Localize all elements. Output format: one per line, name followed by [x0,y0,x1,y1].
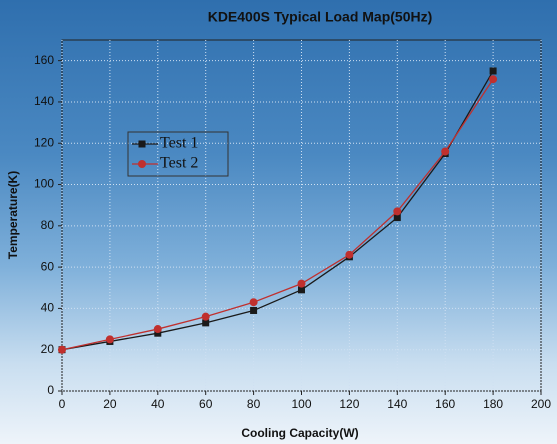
marker [393,207,402,216]
y-axis-label: Temperature(K) [6,171,20,259]
plot-area [61,39,542,392]
marker [138,140,146,148]
y-tick-label: 160 [34,53,54,67]
marker [154,329,162,337]
marker [298,286,305,294]
x-tick-label: 160 [435,397,455,411]
x-axis-label: Cooling Capacity(W) [241,426,358,440]
y-tick-label: 0 [47,383,54,397]
marker [393,214,401,222]
x-tick-label: 20 [103,397,117,411]
y-tick-label: 100 [34,177,54,191]
marker [345,250,354,259]
y-tick-label: 120 [34,135,54,149]
marker [153,325,162,334]
series-line [61,78,494,351]
y-tick-label: 20 [41,342,55,356]
y-tick-label: 60 [41,259,55,273]
marker [441,147,450,156]
marker [58,345,66,354]
legend-label: Test 2 [160,155,198,172]
y-tick-label: 80 [41,218,55,232]
legend: Test 1 Test 2 [127,131,229,177]
series-line [61,70,494,351]
x-tick-label: 80 [247,397,261,411]
marker [138,160,146,168]
x-tick-label: 100 [291,397,311,411]
x-tick-label: 180 [483,397,503,411]
marker [489,75,498,84]
chart-title: KDE400S Typical Load Map(50Hz) [208,9,433,25]
x-tick-label: 0 [59,397,66,411]
y-tick-label: 40 [41,301,55,315]
y-tick-label: 140 [34,94,54,108]
x-tick-label: 140 [387,397,407,411]
marker [201,312,210,321]
legend-box [127,131,229,177]
marker [297,279,306,288]
marker [249,298,258,307]
marker [250,306,258,314]
x-tick-label: 120 [339,397,359,411]
x-tick-label: 40 [151,397,165,411]
x-tick-label: 200 [531,397,551,411]
legend-label: Test 1 [160,135,198,152]
marker [105,335,114,344]
marker [489,67,497,75]
marker [202,319,210,327]
x-tick-label: 60 [199,397,213,411]
